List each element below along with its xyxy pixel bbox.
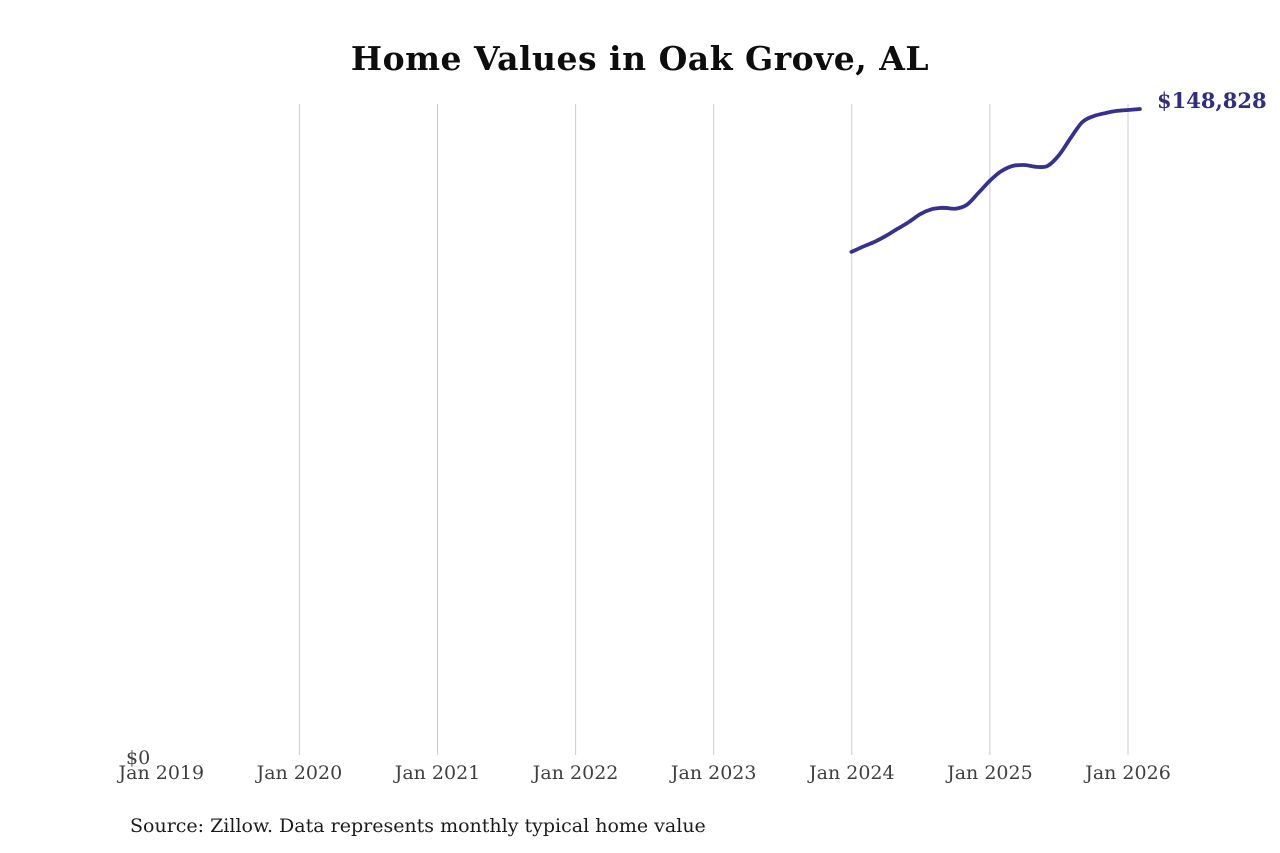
y-axis-zero-label: $0 [126, 747, 151, 769]
x-tick-label: Jan 2019 [118, 762, 205, 784]
latest-value-label: $148,828 [1157, 88, 1267, 113]
home-value-line [849, 107, 1142, 254]
x-tick-label: Jan 2021 [394, 762, 481, 784]
x-tick-label: Jan 2024 [809, 762, 895, 784]
source-note: Source: Zillow. Data represents monthly … [130, 815, 706, 837]
chart-title: Home Values in Oak Grove, AL [350, 39, 930, 78]
x-tick-label: Jan 2022 [532, 762, 619, 784]
x-tick-label: Jan 2025 [947, 762, 1033, 784]
x-tick-label: Jan 2026 [1085, 762, 1171, 784]
x-tick-label: Jan 2023 [670, 762, 757, 784]
x-tick-label: Jan 2020 [256, 762, 343, 784]
